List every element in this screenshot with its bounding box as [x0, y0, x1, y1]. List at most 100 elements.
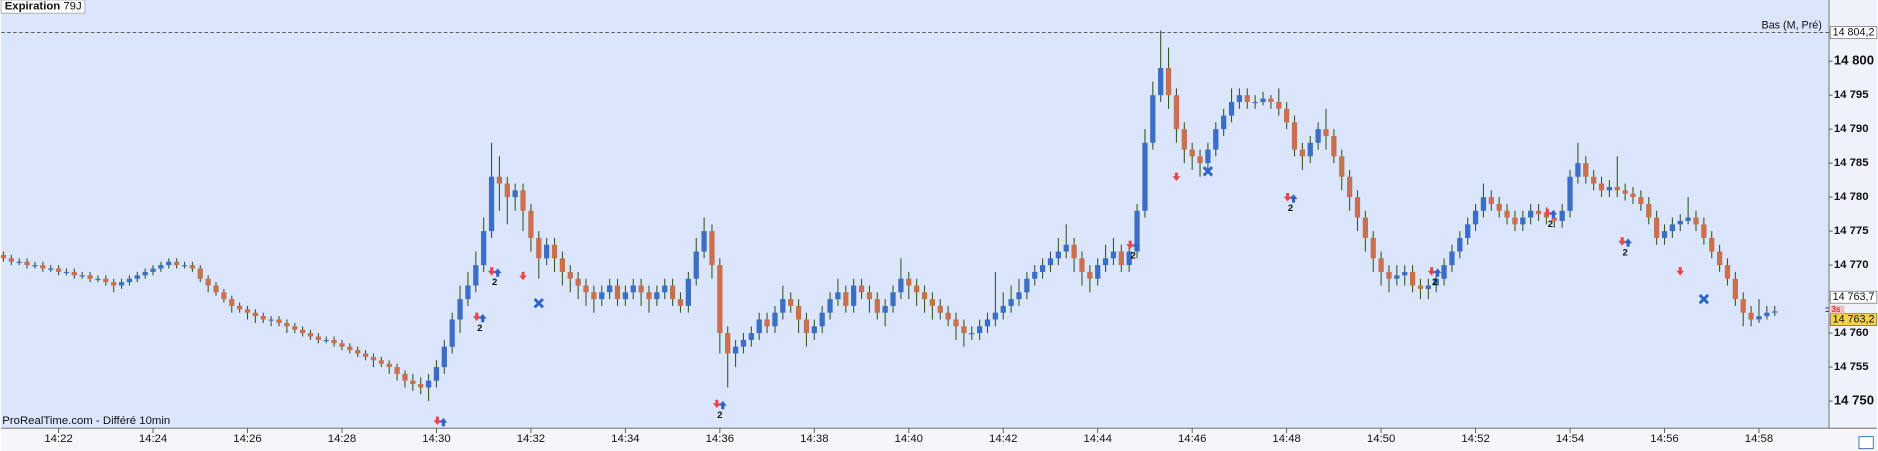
candle-body	[8, 258, 14, 262]
candle-body	[1189, 149, 1195, 157]
candle-body	[1055, 251, 1061, 259]
buy-arrow	[493, 268, 502, 277]
candle-body	[1402, 271, 1408, 276]
candle-body	[347, 346, 353, 351]
candle-body	[260, 316, 266, 320]
signal-count: 2	[1622, 247, 1627, 258]
candle-body	[662, 285, 668, 293]
signal-count: 2	[477, 323, 482, 334]
candle-body	[1008, 299, 1014, 306]
candle-body	[118, 282, 125, 286]
candle-body	[221, 292, 227, 300]
x-tick-label: 14:38	[800, 433, 828, 445]
candle-body	[780, 299, 786, 313]
candle-body	[189, 265, 196, 269]
candle-body	[1756, 316, 1762, 320]
buy-arrow	[1132, 241, 1141, 251]
candle-body	[1598, 183, 1605, 191]
candle-body	[1417, 285, 1424, 289]
signal-count: 2	[717, 410, 722, 421]
candle-body	[1260, 98, 1266, 102]
x-tick-label: 14:54	[1556, 433, 1584, 445]
candle-body	[740, 339, 747, 347]
candle-body	[1740, 299, 1746, 313]
candle-body	[1693, 217, 1699, 225]
candle-body	[394, 367, 400, 374]
timer-tag	[1830, 305, 1845, 314]
reference-tag	[1829, 26, 1878, 39]
candle-body	[622, 292, 629, 300]
candle-body	[1772, 311, 1778, 313]
candle-body	[1661, 231, 1668, 238]
candle-body	[1024, 278, 1030, 293]
candle-body	[575, 278, 581, 286]
timer-label: 3s	[1831, 304, 1840, 314]
candle-body	[244, 309, 251, 313]
x-tick-label: 14:40	[895, 433, 923, 445]
candle-body	[418, 384, 424, 388]
candle-body	[315, 336, 321, 340]
candle-body	[1110, 251, 1117, 259]
candle-body	[512, 190, 518, 198]
candle-body	[158, 265, 164, 269]
chart-title: Expiration	[5, 1, 61, 13]
candle-body	[1299, 149, 1306, 157]
candle-body	[1284, 108, 1290, 123]
candle-body	[693, 251, 699, 279]
candle-body	[1646, 203, 1652, 218]
candle-body	[205, 278, 211, 286]
sell-arrow	[712, 399, 721, 409]
candle-body	[1480, 197, 1487, 211]
candle-body	[150, 268, 156, 272]
candle-body	[646, 292, 652, 300]
candle-body	[1654, 217, 1660, 238]
x-tick-label: 14:46	[1178, 433, 1206, 445]
candle-body	[1339, 156, 1345, 177]
x-tick-label: 14:44	[1083, 433, 1111, 445]
x-tick-label: 14:48	[1272, 433, 1300, 445]
candle-body	[583, 285, 589, 293]
candle-body	[1346, 176, 1353, 198]
candle-body	[567, 271, 573, 279]
buy-arrow	[1289, 194, 1298, 203]
candle-body	[1449, 251, 1455, 266]
scroll-button[interactable]	[1858, 436, 1874, 450]
candle-body	[1032, 271, 1038, 279]
candle-body	[1095, 265, 1101, 279]
candle-body	[1268, 98, 1274, 102]
candle-body	[1173, 95, 1180, 130]
candle-body	[1386, 271, 1392, 279]
y-tick-label: 14 770	[1834, 259, 1869, 271]
signal-count: 2	[1288, 203, 1293, 214]
candle-body	[126, 278, 133, 283]
candle-body	[1567, 176, 1573, 211]
candle-body	[819, 312, 825, 327]
sell-arrow	[1676, 267, 1685, 276]
y-axis-background	[1829, 0, 1877, 429]
candle-body	[914, 285, 920, 293]
candle-body	[1622, 190, 1628, 194]
sell-arrow	[1283, 193, 1292, 202]
signal-count: 2	[492, 277, 497, 288]
signal-count: 2	[1432, 277, 1437, 288]
candle-body	[252, 312, 259, 317]
candle-body	[1496, 203, 1502, 211]
candle-body	[1126, 251, 1132, 266]
candle-body	[425, 380, 432, 388]
candle-body	[40, 265, 46, 269]
candle-body	[1638, 197, 1644, 204]
sell-arrow	[1126, 240, 1135, 249]
candle-body	[866, 292, 873, 300]
candle-body	[1063, 244, 1069, 252]
candle-body	[339, 343, 345, 347]
cross-signal	[1202, 166, 1214, 177]
candle-body	[1158, 67, 1164, 96]
candle-body	[276, 319, 282, 323]
x-tick-label: 14:28	[328, 433, 356, 445]
candle-body	[1701, 224, 1707, 238]
candle-body	[134, 275, 140, 279]
candle-body	[536, 237, 542, 259]
candle-body	[441, 346, 447, 368]
candle-body	[465, 285, 471, 300]
